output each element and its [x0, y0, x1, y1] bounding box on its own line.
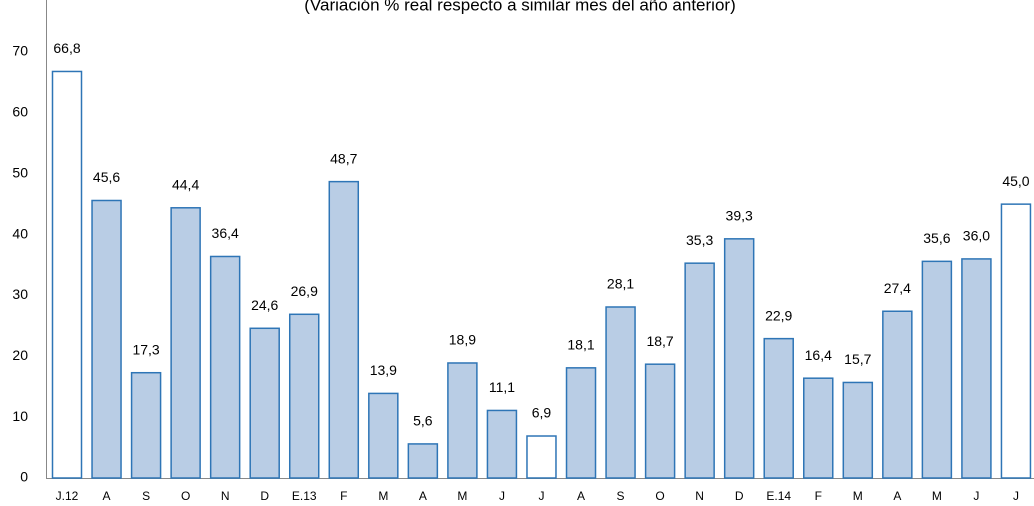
x-tick-label: F: [340, 489, 347, 503]
x-tick-label: M: [853, 489, 863, 503]
bar: [921, 260, 953, 479]
value-label: 27,4: [884, 280, 911, 296]
bar: [51, 70, 83, 479]
x-tick-label: A: [103, 489, 111, 503]
x-tick-label: D: [260, 489, 269, 503]
x-tick-label: M: [378, 489, 388, 503]
value-label: 26,9: [291, 283, 318, 299]
y-tick-label: 10: [12, 408, 28, 424]
y-tick-label: 30: [12, 286, 28, 302]
bar: [882, 310, 913, 479]
value-label: 36,4: [212, 225, 239, 241]
bar: [842, 381, 874, 479]
x-tick-label: M: [932, 489, 942, 503]
value-label: 45,0: [1002, 173, 1029, 189]
value-label: 18,1: [567, 337, 594, 353]
bar: [368, 392, 399, 479]
value-label: 35,6: [923, 230, 950, 246]
value-label: 44,4: [172, 176, 199, 192]
bar: [763, 337, 794, 479]
value-label: 39,3: [726, 208, 753, 224]
bar: [605, 306, 636, 479]
bar: [644, 363, 676, 479]
bar: [803, 377, 834, 479]
value-label: 28,1: [607, 276, 634, 292]
bar: [249, 327, 280, 479]
y-tick-label: 0: [20, 469, 28, 485]
x-tick-label: J.12: [56, 489, 79, 503]
y-tick-label: 50: [12, 164, 28, 180]
value-label: 66,8: [53, 40, 80, 56]
x-tick-label: O: [181, 489, 190, 503]
value-label: 11,1: [489, 379, 515, 395]
x-tick-label: A: [893, 489, 901, 503]
value-label: 18,7: [646, 333, 673, 349]
value-label: 22,9: [765, 307, 792, 323]
x-tick-label: D: [735, 489, 744, 503]
bar: [170, 207, 201, 479]
bar: [723, 238, 755, 479]
bar: [407, 443, 439, 479]
value-label: 13,9: [370, 362, 397, 378]
x-tick-label: N: [221, 489, 230, 503]
value-label: 5,6: [413, 413, 433, 429]
value-label: 17,3: [132, 341, 159, 357]
bar: [91, 199, 122, 479]
y-tick-label: 70: [12, 43, 28, 59]
bar: [1000, 203, 1032, 479]
chart-title: (Variación % real respecto a similar mes…: [304, 0, 735, 14]
x-tick-label: J: [499, 489, 505, 503]
y-tick-label: 20: [12, 347, 28, 363]
x-tick-label: S: [617, 489, 625, 503]
value-label: 18,9: [449, 332, 476, 348]
bar: [130, 371, 162, 479]
bar: [209, 255, 241, 479]
x-tick-label: F: [815, 489, 822, 503]
x-tick-label: N: [695, 489, 704, 503]
x-tick-label: A: [419, 489, 427, 503]
x-tick-label: M: [457, 489, 467, 503]
x-tick-label: E.13: [292, 489, 317, 503]
bar: [328, 180, 360, 479]
x-tick-label: E.14: [766, 489, 791, 503]
value-label: 24,6: [251, 297, 278, 313]
bar: [684, 262, 715, 479]
x-tick-label: J: [538, 489, 544, 503]
bar: [526, 435, 557, 479]
value-label: 45,6: [93, 169, 120, 185]
bar: [288, 313, 320, 479]
bar: [961, 258, 992, 479]
x-tick-label: O: [655, 489, 664, 503]
value-label: 6,9: [532, 405, 552, 421]
value-label: 35,3: [686, 232, 713, 248]
x-tick-label: J: [1013, 489, 1019, 503]
value-label: 15,7: [844, 351, 871, 367]
value-label: 36,0: [963, 228, 990, 244]
x-tick-label: A: [577, 489, 585, 503]
y-tick-label: 60: [12, 104, 28, 120]
y-tick-label: 40: [12, 225, 28, 241]
bar: [486, 409, 518, 479]
value-label: 16,4: [805, 347, 832, 363]
value-label: 48,7: [330, 150, 357, 166]
bar: [447, 362, 478, 479]
bar: [565, 367, 597, 479]
x-tick-label: J: [973, 489, 979, 503]
x-tick-label: S: [142, 489, 150, 503]
